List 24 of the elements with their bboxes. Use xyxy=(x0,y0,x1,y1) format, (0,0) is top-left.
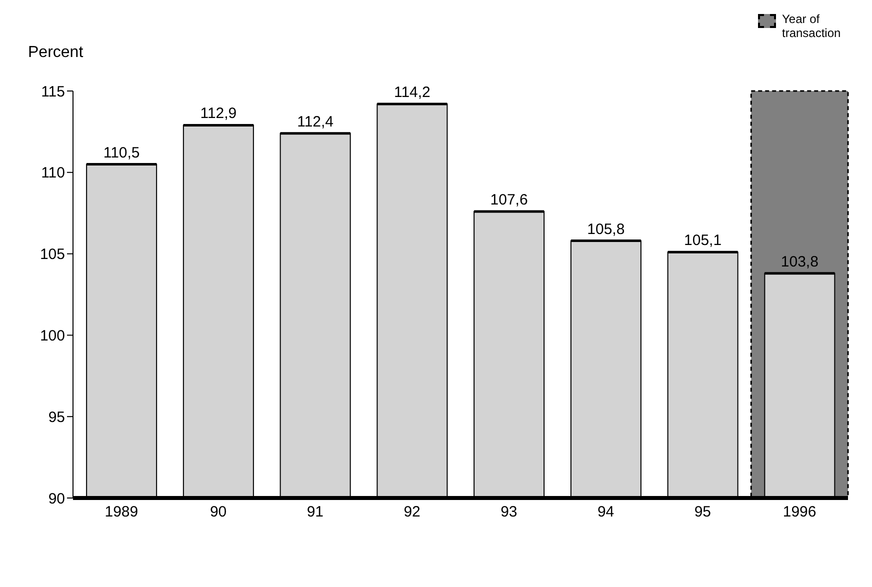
data-label: 112,9 xyxy=(200,105,237,122)
y-tick-label: 95 xyxy=(48,408,65,426)
y-axis-title: Percent xyxy=(28,44,84,62)
y-tick-label: 100 xyxy=(40,328,65,345)
x-tick-label: 93 xyxy=(500,504,518,521)
data-label: 114,2 xyxy=(394,84,430,102)
x-tick-label: 92 xyxy=(404,504,420,521)
x-tick-label: 94 xyxy=(597,504,614,521)
x-tick-label: 91 xyxy=(306,504,324,521)
x-tick-label: 1989 xyxy=(104,504,138,521)
x-tick-label: 1996 xyxy=(782,504,816,521)
y-tick-label: 115 xyxy=(41,83,65,100)
data-label: 103,8 xyxy=(780,253,818,270)
data-label: 110,5 xyxy=(103,144,140,162)
data-label: 105,1 xyxy=(684,232,722,250)
legend-label: Year of transaction xyxy=(782,12,842,40)
y-tick-label: 90 xyxy=(48,490,65,508)
y-tick-label: 105 xyxy=(40,246,65,264)
y-tick-label: 110 xyxy=(41,164,65,182)
x-tick-label: 95 xyxy=(694,504,712,521)
data-label: 112,4 xyxy=(297,113,334,130)
x-tick-label: 90 xyxy=(210,504,227,521)
data-label: 105,8 xyxy=(587,220,625,238)
data-label: 107,6 xyxy=(490,191,528,208)
